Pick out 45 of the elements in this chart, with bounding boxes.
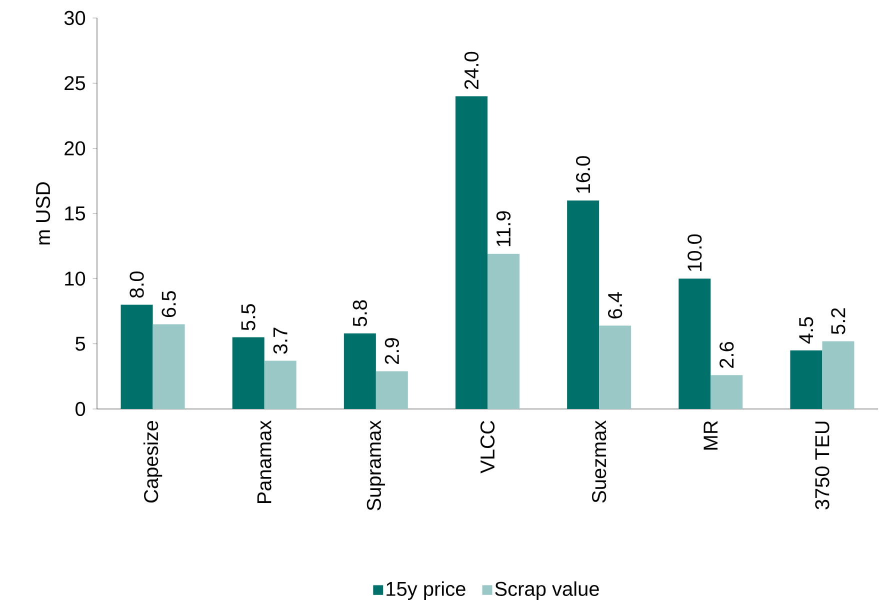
x-tick-label: 3750 TEU (815, 422, 830, 510)
data-label: 11.9 (496, 211, 511, 246)
data-label: 5.5 (241, 304, 256, 330)
x-tick-label: MR (704, 421, 718, 450)
legend-label: 15y price (386, 581, 466, 600)
y-tick-label: 0 (76, 402, 86, 416)
data-label: 4.5 (799, 317, 814, 344)
y-tick-label: 25 (64, 76, 86, 90)
y-tick-label: 30 (64, 10, 86, 26)
data-label: 3.7 (273, 328, 288, 354)
bar (567, 200, 600, 409)
y-tick-label: 20 (64, 141, 86, 156)
bar (232, 337, 264, 409)
data-label: 2.6 (720, 342, 734, 368)
bar (488, 254, 520, 409)
bar (599, 326, 632, 409)
y-tick-label: 15 (65, 206, 86, 220)
y-tick-label: 5 (76, 336, 86, 351)
data-label: 24.0 (464, 52, 479, 89)
x-tick-label: Supramax (366, 420, 385, 510)
data-label: 2.9 (384, 338, 399, 364)
data-label: 6.4 (608, 292, 622, 318)
bar (376, 371, 408, 409)
bar (344, 333, 376, 409)
y-tick-label: 10 (65, 272, 86, 286)
bar (678, 278, 711, 409)
data-label: 5.8 (352, 300, 368, 326)
bar (710, 375, 743, 409)
bar (822, 341, 854, 409)
data-label: 5.2 (831, 308, 846, 334)
x-tick-label: Capesize (143, 421, 162, 502)
data-label: 10.0 (688, 234, 702, 271)
x-tick-label: Suezmax (592, 420, 606, 503)
data-label: 6.5 (162, 291, 176, 318)
y-axis-title: m USD (36, 182, 50, 244)
legend-label: Scrap value (495, 581, 599, 600)
data-label: 8.0 (130, 272, 144, 298)
bar (790, 350, 822, 409)
bar (152, 324, 185, 409)
bar (120, 304, 153, 409)
bar (264, 360, 296, 409)
x-tick-label: VLCC (480, 420, 495, 474)
bar (456, 96, 488, 409)
data-label: 16.0 (576, 156, 590, 193)
x-tick-label: Panamax (257, 420, 272, 503)
